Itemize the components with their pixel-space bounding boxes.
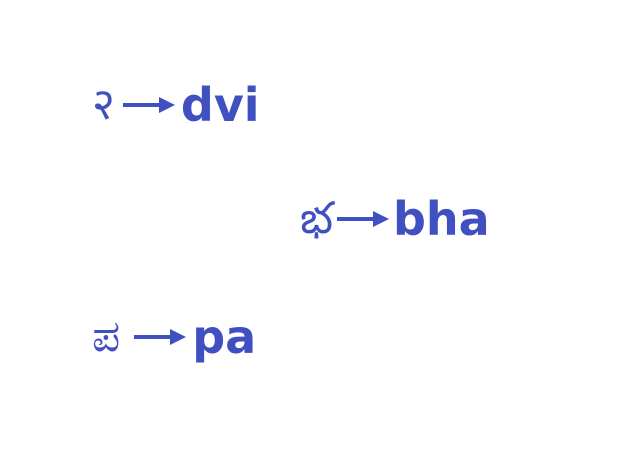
mapping-row-2: భ bha — [300, 196, 490, 242]
transliteration-text: pa — [192, 310, 257, 364]
right-arrow-icon — [337, 209, 389, 229]
right-arrow-icon — [134, 327, 187, 347]
source-glyph: ಪ — [92, 311, 121, 362]
mapping-row-1: २ dvi — [92, 82, 260, 128]
transliteration-text: dvi — [180, 78, 260, 132]
source-glyph: २ — [92, 79, 115, 130]
right-arrow-icon — [122, 95, 175, 115]
mapping-row-3: ಪ pa — [92, 314, 256, 360]
transliteration-text: bha — [393, 192, 490, 246]
source-glyph: భ — [300, 193, 333, 244]
